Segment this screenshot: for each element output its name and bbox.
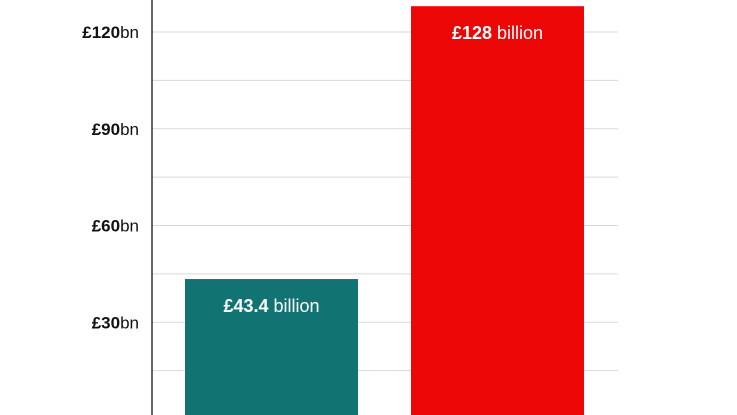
- y-tick-unit: bn: [120, 120, 139, 139]
- y-tick-value: £60: [92, 217, 120, 236]
- bar: [185, 279, 358, 415]
- bar-label-unit: billion: [269, 296, 320, 316]
- bar-label-value: £43.4: [223, 296, 268, 316]
- y-tick-unit: bn: [120, 313, 139, 332]
- bar-data-label: £43.4 billion: [223, 296, 319, 316]
- bar-label-value: £128: [452, 23, 492, 43]
- y-tick-label: £30bn: [92, 313, 139, 332]
- y-tick-label: £120bn: [82, 23, 139, 42]
- y-axis-tick-labels: £30bn£60bn£90bn£120bn: [82, 23, 139, 332]
- y-tick-unit: bn: [120, 217, 139, 236]
- y-tick-value: £120: [82, 23, 120, 42]
- bar-data-label: £128 billion: [452, 23, 543, 43]
- y-tick-label: £60bn: [92, 217, 139, 236]
- y-tick-unit: bn: [120, 23, 139, 42]
- bar-label-unit: billion: [492, 23, 543, 43]
- bars: £43.4 billion£128 billion: [185, 6, 584, 415]
- y-tick-label: £90bn: [92, 120, 139, 139]
- y-tick-value: £30: [92, 313, 120, 332]
- bar: [411, 6, 584, 415]
- y-tick-value: £90: [92, 120, 120, 139]
